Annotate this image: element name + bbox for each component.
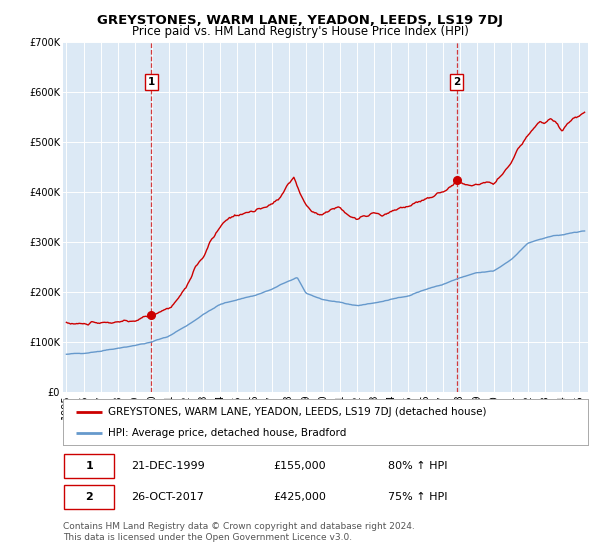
Text: 1: 1 <box>148 77 155 87</box>
FancyBboxPatch shape <box>64 454 114 478</box>
Text: GREYSTONES, WARM LANE, YEADON, LEEDS, LS19 7DJ: GREYSTONES, WARM LANE, YEADON, LEEDS, LS… <box>97 14 503 27</box>
Text: HPI: Average price, detached house, Bradford: HPI: Average price, detached house, Brad… <box>107 428 346 438</box>
Text: This data is licensed under the Open Government Licence v3.0.: This data is licensed under the Open Gov… <box>63 533 352 542</box>
Text: £155,000: £155,000 <box>273 461 326 471</box>
Text: 21-DEC-1999: 21-DEC-1999 <box>131 461 205 471</box>
Text: £425,000: £425,000 <box>273 492 326 502</box>
Text: 75% ↑ HPI: 75% ↑ HPI <box>389 492 448 502</box>
Text: 80% ↑ HPI: 80% ↑ HPI <box>389 461 448 471</box>
Text: 2: 2 <box>453 77 460 87</box>
Text: 1: 1 <box>85 461 93 471</box>
Text: 26-OCT-2017: 26-OCT-2017 <box>131 492 204 502</box>
Text: GREYSTONES, WARM LANE, YEADON, LEEDS, LS19 7DJ (detached house): GREYSTONES, WARM LANE, YEADON, LEEDS, LS… <box>107 407 486 417</box>
Text: 2: 2 <box>85 492 93 502</box>
Text: Contains HM Land Registry data © Crown copyright and database right 2024.: Contains HM Land Registry data © Crown c… <box>63 522 415 531</box>
Text: Price paid vs. HM Land Registry's House Price Index (HPI): Price paid vs. HM Land Registry's House … <box>131 25 469 38</box>
FancyBboxPatch shape <box>64 485 114 510</box>
